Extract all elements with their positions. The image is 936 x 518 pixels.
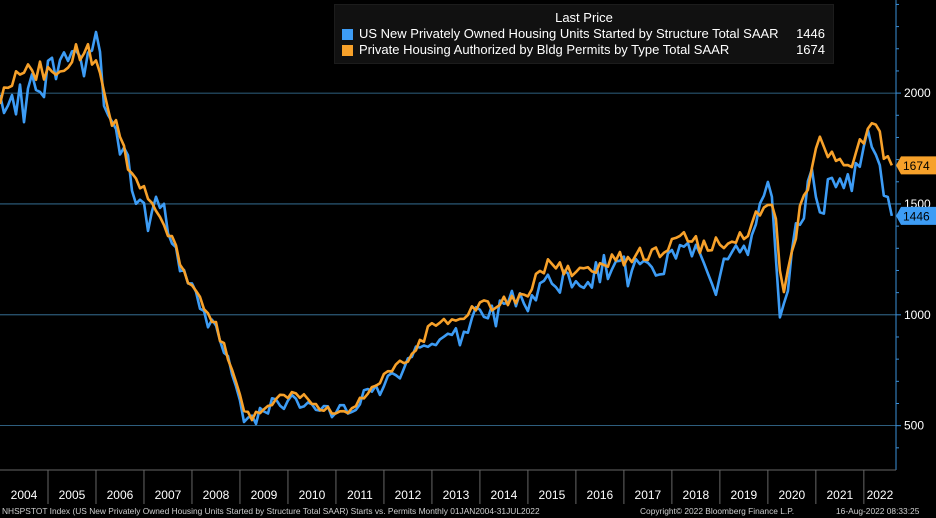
x-tick-label-2013: 2013 xyxy=(443,488,470,502)
last-value-label-permits: 1674 xyxy=(903,159,930,173)
x-tick-label-2017: 2017 xyxy=(635,488,662,502)
x-tick-label-2006: 2006 xyxy=(107,488,134,502)
footer-timestamp: 16-Aug-2022 08:33:25 xyxy=(836,506,920,516)
x-tick-label-2020: 2020 xyxy=(779,488,806,502)
x-tick-label-2005: 2005 xyxy=(59,488,86,502)
x-tick-label-2014: 2014 xyxy=(491,488,518,502)
series-lines xyxy=(0,30,894,426)
x-tick-label-2011: 2011 xyxy=(347,488,373,502)
footer-copyright: Copyright© 2022 Bloomberg Finance L.P. xyxy=(640,506,795,516)
x-axis-band xyxy=(0,470,936,504)
x-tick-label-2018: 2018 xyxy=(683,488,710,502)
legend-item-permits: Private Housing Authorized by Bldg Permi… xyxy=(335,42,833,58)
gridlines xyxy=(0,92,896,427)
legend-swatch-permits xyxy=(342,44,353,56)
x-tick-label-2016: 2016 xyxy=(587,488,614,502)
x-tick-label-2021: 2021 xyxy=(826,488,853,502)
last-value-tag-permits xyxy=(896,156,936,175)
legend-value-starts: 1446 xyxy=(796,26,825,41)
last-value-tag-starts xyxy=(896,206,936,225)
legend-label-starts: US New Privately Owned Housing Units Sta… xyxy=(359,26,779,41)
x-tick-label-2022: 2022 xyxy=(867,488,894,502)
last-value-tags: 1674 1446 xyxy=(896,156,936,225)
x-tick-label-2008: 2008 xyxy=(203,488,230,502)
x-tick-label-2019: 2019 xyxy=(731,488,758,502)
y-tick-label-1000: 1000 xyxy=(904,308,931,322)
footer: NHSPSTOT Index (US New Privately Owned H… xyxy=(0,504,936,518)
legend-label-permits: Private Housing Authorized by Bldg Permi… xyxy=(359,42,730,57)
footer-source: NHSPSTOT Index (US New Privately Owned H… xyxy=(2,506,540,516)
x-tick-label-2007: 2007 xyxy=(155,488,182,502)
x-tick-label-2009: 2009 xyxy=(251,488,278,502)
legend: Last Price US New Privately Owned Housin… xyxy=(334,4,834,64)
x-tick-label-2010: 2010 xyxy=(299,488,326,502)
x-tick-label-2015: 2015 xyxy=(539,488,566,502)
legend-title: Last Price xyxy=(555,10,613,25)
series-line-permits xyxy=(0,42,893,422)
last-value-label-starts: 1446 xyxy=(903,209,930,223)
x-tick-label-2004: 2004 xyxy=(11,488,38,502)
legend-item-starts: US New Privately Owned Housing Units Sta… xyxy=(335,26,833,42)
series-line-starts xyxy=(0,30,894,426)
y-tick-label-2000: 2000 xyxy=(904,86,931,100)
x-tick-label-2012: 2012 xyxy=(395,488,422,502)
y-tick-label-500: 500 xyxy=(904,419,924,433)
x-axis: 2004 2005 2006 2007 2008 2009 2010 2011 2012 2013… xyxy=(0,469,936,504)
legend-value-permits: 1674 xyxy=(796,42,825,57)
legend-swatch-starts xyxy=(342,28,353,40)
